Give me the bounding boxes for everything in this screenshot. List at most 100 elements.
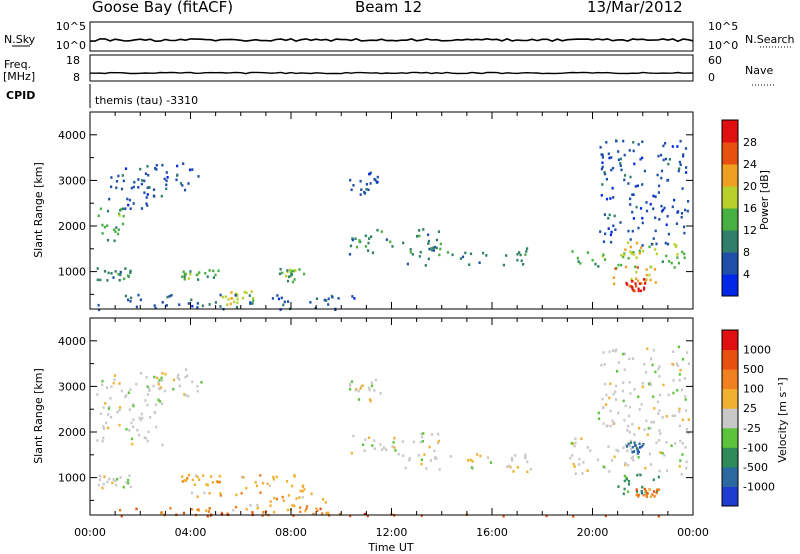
power-cell <box>631 287 634 290</box>
velocity-cell <box>617 449 620 453</box>
velocity-cell <box>109 415 113 419</box>
power-cell <box>153 304 156 307</box>
velocity-cell <box>301 496 304 499</box>
velocity-cell <box>586 446 589 449</box>
velocity-cell <box>272 475 275 479</box>
velocity-cell <box>679 368 682 372</box>
power-cell <box>214 273 217 277</box>
velocity-cell <box>393 446 396 449</box>
power-cell <box>176 174 179 177</box>
power-cell <box>654 216 657 220</box>
power-cell <box>664 241 667 245</box>
power-cell <box>221 295 224 299</box>
power-cell <box>418 234 421 238</box>
power-cell <box>631 193 634 196</box>
velocity-cell <box>626 490 630 493</box>
power-cell <box>681 187 684 190</box>
nsky-tick-high: 10^5 <box>56 20 86 33</box>
power-cell <box>636 266 639 269</box>
power-cell <box>522 263 525 266</box>
power-cell <box>160 194 163 198</box>
velocity-cell <box>232 509 235 512</box>
power-cell <box>101 232 104 235</box>
power-cell <box>122 214 125 218</box>
power-cell <box>630 277 633 281</box>
power-cell <box>119 270 122 274</box>
power-cell <box>110 185 113 189</box>
power-cell <box>628 149 631 152</box>
power-cell <box>208 269 211 272</box>
velocity-cell <box>359 387 362 390</box>
velocity-cell <box>636 452 639 455</box>
velocity-cell <box>196 495 199 498</box>
power-cell <box>439 247 442 251</box>
power-cell <box>469 252 473 256</box>
velocity-cell <box>359 385 363 388</box>
velocity-cell <box>673 414 676 417</box>
velocity-cell <box>364 438 367 441</box>
velocity-cell <box>572 515 575 518</box>
velocity-cell <box>272 478 275 481</box>
power-cell <box>639 158 642 161</box>
power-cell <box>271 297 274 300</box>
velocity-colorbar-swatch <box>722 486 738 507</box>
velocity-cell <box>626 429 629 432</box>
velocity-cell <box>604 514 607 518</box>
power-cell <box>613 214 616 218</box>
power-cell <box>196 306 199 309</box>
power-cell <box>681 250 684 254</box>
velocity-cell <box>293 504 296 508</box>
velocity-cell <box>425 467 428 470</box>
power-cell <box>482 251 485 255</box>
power-cell <box>128 198 131 202</box>
velocity-cell <box>127 481 130 485</box>
velocity-cell <box>681 442 684 445</box>
velocity-cell <box>430 433 434 436</box>
power-cell <box>619 162 622 165</box>
velocity-cell <box>127 391 130 394</box>
velocity-cell <box>299 506 302 509</box>
velocity-cell <box>194 474 197 477</box>
power-cell <box>620 253 623 257</box>
velocity-cell <box>651 363 654 367</box>
power-cell <box>183 188 187 192</box>
velocity-cell <box>256 503 259 507</box>
velocity-cell <box>572 442 575 446</box>
power-cell <box>635 284 638 288</box>
power-cell <box>117 174 120 178</box>
power-cell <box>601 161 604 164</box>
power-colorbar-tick-label: 28 <box>743 136 757 149</box>
power-cell <box>129 271 132 275</box>
velocity-cell <box>667 393 670 397</box>
velocity-cell <box>622 492 625 496</box>
velocity-cell <box>614 390 617 394</box>
power-cell <box>637 279 640 283</box>
velocity-cell <box>429 459 432 462</box>
velocity-ylabel: Slant Range [km] <box>32 368 45 464</box>
velocity-cell <box>648 488 651 492</box>
power-cell <box>234 292 237 295</box>
power-cell <box>140 207 144 210</box>
velocity-cell <box>684 395 687 398</box>
power-cell <box>666 215 669 218</box>
velocity-cell <box>299 489 302 493</box>
velocity-cell <box>638 408 641 411</box>
power-cell <box>645 273 648 277</box>
velocity-cell <box>680 473 683 476</box>
velocity-cell <box>640 490 643 493</box>
velocity-cell <box>176 376 179 379</box>
velocity-cell <box>302 484 305 488</box>
power-cell <box>662 158 665 162</box>
velocity-cell <box>637 495 640 498</box>
velocity-cell <box>394 449 397 452</box>
velocity-cell <box>615 448 618 452</box>
power-cell <box>600 194 603 197</box>
power-cell <box>635 270 638 274</box>
power-cell <box>631 210 634 214</box>
power-colorbar-swatch <box>722 186 738 209</box>
power-cell <box>97 303 100 307</box>
velocity-cell <box>636 473 639 477</box>
velocity-cell <box>634 444 637 447</box>
power-cell <box>432 249 435 252</box>
velocity-cell <box>644 466 647 470</box>
